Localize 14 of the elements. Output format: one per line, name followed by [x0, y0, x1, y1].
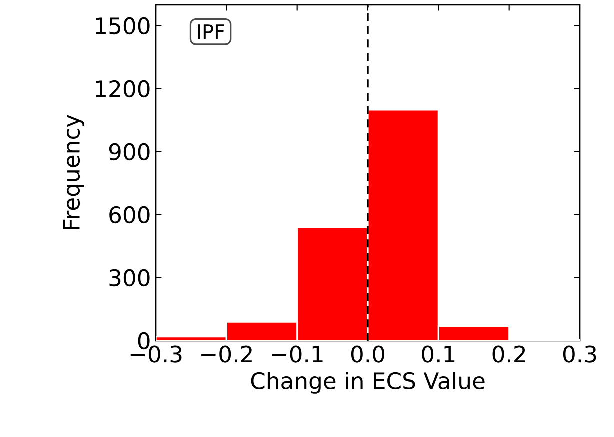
x-tick-label: 0.3 — [563, 346, 596, 363]
x-tick-label: −0.1 — [272, 346, 323, 363]
x-tick-label: 0.1 — [422, 346, 455, 363]
y-tick-label: 600 — [110, 206, 150, 224]
x-tick-label: −0.2 — [202, 346, 252, 363]
y-tick-label: 1500 — [96, 17, 150, 35]
x-tick-label: 0.0 — [351, 346, 385, 363]
y-tick-label: 900 — [109, 143, 150, 161]
x-axis-title: Change in ECS Value — [251, 372, 485, 394]
y-tick-label: 300 — [110, 269, 150, 287]
y-axis-title: Frequency — [63, 115, 84, 230]
annotation: IPF — [198, 24, 224, 40]
x-tick-label: 0.2 — [492, 346, 526, 363]
y-tick-label: 1200 — [96, 80, 150, 98]
